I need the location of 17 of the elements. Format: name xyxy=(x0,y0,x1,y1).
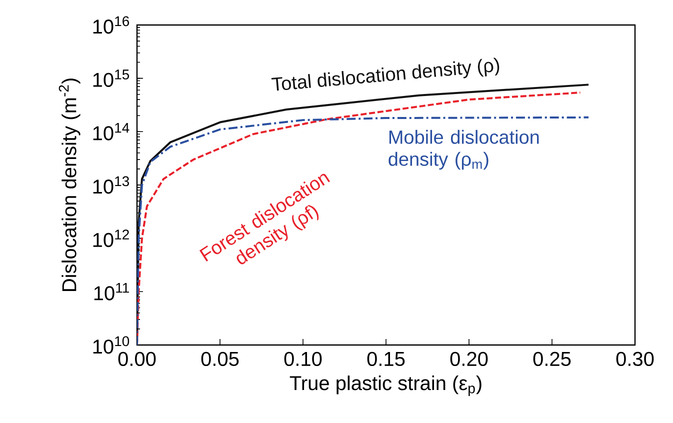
x-tick-label: 0.25 xyxy=(533,352,571,366)
y-tick-label: 10$^{15}$ xyxy=(93,70,130,87)
x-tick-label: 0.05 xyxy=(201,352,239,366)
series-label: Total dislocation density (ρ) xyxy=(271,58,500,91)
y-tick-label: 10$^{13}$ xyxy=(93,176,130,194)
x-tick-label: 0.30 xyxy=(616,352,654,366)
x-tick-label: 0.00 xyxy=(118,352,156,366)
x-tick-label: 0.20 xyxy=(450,352,488,366)
x-tick-label: 0.10 xyxy=(284,352,322,366)
series-label: Mobile dislocation density (ρ$_{m}$) xyxy=(388,130,539,170)
y-tick-label: 10$^{14}$ xyxy=(93,123,130,140)
x-axis-title: True plastic strain (ε$_{p}$) xyxy=(290,376,482,396)
y-axis-title: Dislocation density (m$^{-2}$) xyxy=(58,78,80,291)
y-tick-label: 10$^{12}$ xyxy=(93,230,129,248)
y-tick-label: 10$^{16}$ xyxy=(93,16,130,34)
y-tick-label: 10$^{11}$ xyxy=(94,283,129,300)
x-tick-label: 0.15 xyxy=(367,352,405,366)
